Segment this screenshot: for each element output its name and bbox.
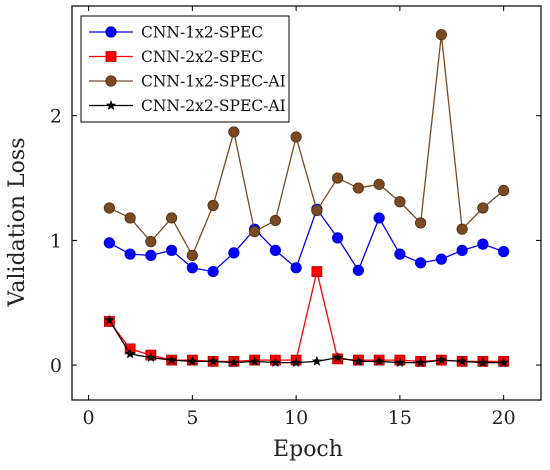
data-point <box>394 248 406 260</box>
data-point <box>498 246 510 258</box>
data-point <box>104 314 115 325</box>
data-point <box>228 357 240 368</box>
y-tick-label: 1 <box>50 230 62 252</box>
data-point <box>352 182 364 194</box>
data-point <box>249 226 261 238</box>
data-point <box>373 178 385 190</box>
data-point <box>311 204 323 217</box>
data-point <box>477 238 489 250</box>
legend-marker <box>105 100 117 110</box>
x-tick-label: 20 <box>492 407 516 429</box>
data-point <box>145 249 157 261</box>
data-point <box>332 352 343 363</box>
data-point <box>311 355 323 366</box>
series-line <box>108 319 504 364</box>
x-tick-label: 5 <box>186 407 198 429</box>
data-point <box>207 355 219 366</box>
legend-label: CNN-1x2-SPEC <box>141 24 263 42</box>
plot-frame <box>71 5 542 401</box>
data-point <box>166 212 178 224</box>
y-tick-label: 2 <box>50 106 62 128</box>
series-cnn-1x2-spec-ai <box>103 29 510 261</box>
data-point <box>290 262 302 274</box>
data-point <box>352 264 364 276</box>
y-tick-label: 0 <box>50 355 62 377</box>
data-point <box>498 357 509 368</box>
data-point <box>394 196 406 208</box>
legend-marker <box>105 75 117 87</box>
series-line <box>108 271 504 363</box>
data-point <box>290 357 302 368</box>
data-point <box>332 172 344 184</box>
data-point <box>228 126 240 138</box>
data-point <box>415 257 427 269</box>
x-tick-label: 15 <box>388 407 412 429</box>
data-point <box>207 265 219 278</box>
data-point <box>394 357 406 368</box>
data-point <box>456 355 468 366</box>
data-point <box>415 357 426 368</box>
legend-label: CNN-2x2-SPEC-AI <box>141 97 286 115</box>
data-point <box>436 354 447 365</box>
series-cnn-2x2-spec <box>103 266 510 367</box>
data-point <box>477 357 489 368</box>
data-point <box>124 212 136 224</box>
data-point <box>166 354 177 365</box>
data-point <box>373 212 385 224</box>
data-point <box>228 247 240 259</box>
data-point <box>269 214 281 227</box>
series-cnn-2x2-spec-ai <box>104 314 509 368</box>
x-tick-label: 10 <box>284 407 308 429</box>
data-point <box>249 355 260 366</box>
data-point <box>124 348 136 359</box>
data-point <box>290 131 302 143</box>
series-cnn-1x2-spec <box>103 203 510 278</box>
data-point <box>187 355 198 366</box>
x-tick-label: 0 <box>83 407 95 429</box>
data-point <box>435 29 447 41</box>
data-point <box>186 249 198 261</box>
legend-entry: CNN-2x2-SPEC-AI <box>89 97 286 115</box>
legend-entry: CNN-1x2-SPEC-AI <box>89 73 286 91</box>
data-point <box>311 266 323 277</box>
data-point <box>353 355 364 366</box>
data-point <box>186 262 198 274</box>
legend-entry: CNN-1x2-SPEC <box>89 24 263 42</box>
data-point <box>456 223 468 235</box>
legend-label: CNN-1x2-SPEC-AI <box>141 73 286 91</box>
data-point <box>477 202 489 214</box>
data-point <box>373 355 385 366</box>
y-axis-title: Validation Loss <box>5 138 30 308</box>
data-point <box>166 244 178 256</box>
data-point <box>456 244 468 256</box>
data-point <box>103 202 115 214</box>
legend-marker <box>105 51 117 62</box>
legend-marker <box>105 26 117 38</box>
data-point <box>145 352 157 363</box>
x-axis-title: Epoch <box>273 437 343 462</box>
legend-entry: CNN-2x2-SPEC <box>89 48 263 66</box>
data-point <box>103 237 115 249</box>
data-point <box>270 357 281 368</box>
legend-label: CNN-2x2-SPEC <box>141 48 263 66</box>
data-point <box>435 253 447 265</box>
data-point <box>124 248 136 260</box>
data-point <box>145 236 157 248</box>
data-point <box>498 184 510 197</box>
series-line <box>109 34 505 257</box>
data-point <box>269 244 281 256</box>
data-point <box>207 199 219 212</box>
data-point <box>332 232 344 244</box>
data-point <box>415 217 427 229</box>
